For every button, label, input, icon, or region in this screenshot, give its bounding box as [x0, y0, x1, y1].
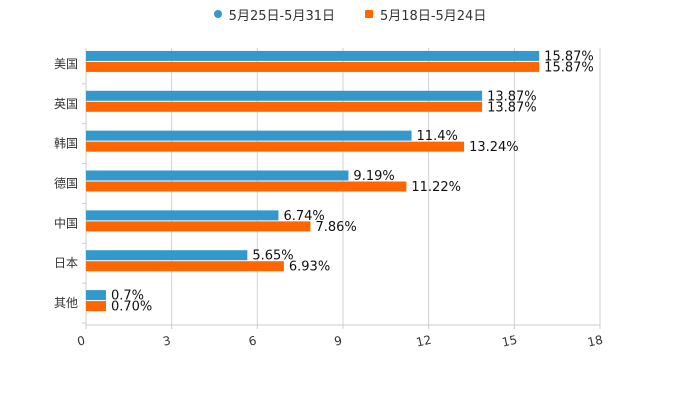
x-tick-label-6: 6 — [247, 333, 257, 348]
data-label-s1-3: 9.19% — [353, 169, 394, 184]
data-label-s1-2: 11.4% — [417, 129, 458, 144]
data-label-s2-3: 11.22% — [411, 180, 461, 195]
data-label-s1-0: 15.87% — [544, 49, 594, 64]
bar-s1-1 — [86, 90, 483, 101]
legend-marker-series-2 — [365, 10, 373, 18]
x-tick-label-0: 0 — [76, 333, 86, 348]
x-tick-label-15: 15 — [501, 333, 519, 350]
bar-s1-2 — [86, 130, 412, 141]
bar-s1-5 — [86, 250, 248, 261]
category-label-2: 韩国 — [54, 136, 78, 151]
bar-s2-5 — [86, 261, 284, 272]
bar-s1-4 — [86, 210, 279, 221]
category-label-0: 美国 — [54, 57, 78, 71]
category-label-3: 德国 — [54, 176, 78, 191]
data-label-s1-5: 5.65% — [252, 249, 293, 264]
x-tick-label-12: 12 — [415, 333, 433, 350]
data-label-s1-1: 13.87% — [487, 89, 537, 104]
legend-marker-series-1 — [213, 10, 222, 18]
data-label-s2-5: 6.93% — [289, 260, 330, 275]
category-label-1: 英国 — [54, 97, 78, 111]
category-label-6: 其他 — [54, 296, 78, 310]
data-label-s2-1: 13.87% — [487, 100, 537, 115]
data-label-s2-2: 13.24% — [469, 140, 519, 155]
legend-label-series-2: 5月18日-5月24日 — [380, 8, 487, 24]
bar-s1-0 — [86, 50, 540, 61]
legend: 5月25日-5月31日 5月18日-5月24日 — [0, 4, 700, 24]
category-label-4: 中国 — [54, 215, 78, 230]
legend-item-series-1[interactable]: 5月25日-5月31日 — [213, 4, 335, 24]
data-label-s2-4: 7.86% — [315, 220, 356, 235]
data-label-s1-6: 0.7% — [111, 289, 144, 304]
data-label-s1-4: 6.74% — [283, 209, 324, 224]
bar-s2-3 — [86, 181, 407, 192]
x-tick-label-3: 3 — [162, 333, 172, 348]
bar-s2-4 — [86, 221, 311, 232]
bar-s1-3 — [86, 170, 349, 181]
bar-s1-6 — [86, 290, 106, 301]
legend-item-series-2[interactable]: 5月18日-5月24日 — [365, 4, 486, 24]
x-tick-label-18: 18 — [586, 333, 604, 350]
bar-s2-0 — [86, 61, 540, 72]
x-tick-label-9: 9 — [333, 333, 343, 348]
data-label-s2-6: 0.70% — [111, 300, 152, 315]
bar-s2-2 — [86, 141, 465, 152]
bar-s2-6 — [86, 301, 106, 312]
legend-label-series-1: 5月25日-5月31日 — [228, 8, 335, 24]
category-label-5: 日本 — [54, 256, 78, 270]
bar-s2-1 — [86, 101, 483, 112]
data-label-s2-0: 15.87% — [544, 60, 594, 75]
